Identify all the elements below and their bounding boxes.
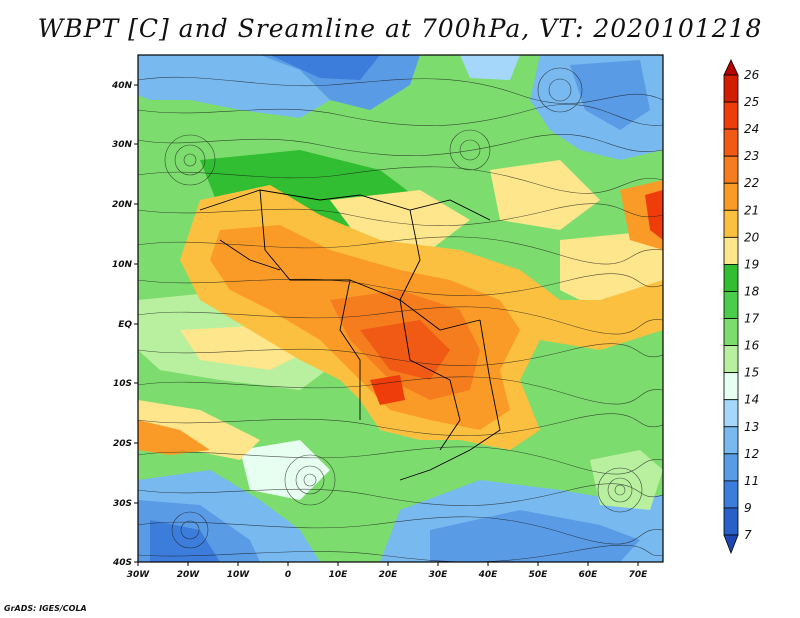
colorbar-label: 21 [744, 203, 759, 217]
lon-label: 20W [177, 570, 201, 580]
colorbar-segment [723, 264, 739, 292]
lon-label: 10E [329, 570, 349, 580]
cold-regions [138, 55, 663, 562]
colorbar-label: 9 [744, 501, 752, 515]
colorbar-label: 19 [744, 257, 759, 271]
colorbar-segment [723, 399, 739, 428]
colorbar-arrow-top [723, 59, 739, 76]
plot-frame [137, 54, 664, 563]
warm-regions [138, 180, 663, 460]
colorbar-label: 11 [744, 474, 759, 488]
lat-label: 40S [112, 558, 132, 568]
colorbar: 26 25 24 23 22 21 20 19 18 17 16 15 14 13 12 11 9 7 [723, 59, 760, 555]
colorbar-segment [723, 291, 739, 319]
colorbar-label: 24 [744, 122, 759, 136]
colorbar-label: 25 [744, 95, 759, 109]
colorbar-segment [723, 507, 739, 536]
colorbar-segment [723, 426, 739, 455]
colorbar-label: 7 [744, 528, 752, 542]
colorbar-segment [723, 155, 739, 184]
streamlines [138, 67, 663, 562]
colorbar-label: 13 [744, 420, 759, 434]
map-title: WBPT [C] and Sreamline at 700hPa, VT: 20… [37, 14, 763, 43]
colorbar-label: 14 [744, 393, 759, 407]
lat-label: 20N [112, 200, 133, 210]
lon-labels: 30W 20W 10W 0 10E 20E 30E 40E 50E 60E 70… [127, 570, 648, 580]
colorbar-label: 18 [744, 284, 760, 298]
lon-label: 30W [127, 570, 151, 580]
lon-label: 50E [529, 570, 549, 580]
colorbar-label: 17 [744, 312, 760, 326]
colorbar-label: 23 [744, 149, 759, 163]
colorbar-label: 15 [744, 366, 759, 380]
lat-labels: 40N 30N 20N 10N EQ 10S 20S 30S 40S [111, 81, 133, 568]
colorbar-segment [723, 345, 739, 374]
lon-label: 20E [379, 570, 399, 580]
credit-label: GrADS: IGES/COLA [4, 604, 87, 613]
colorbar-label: 16 [744, 339, 760, 353]
colorbar-segment [723, 209, 739, 238]
lon-label: 70E [629, 570, 649, 580]
colorbar-segment [723, 182, 739, 211]
lat-label: 20S [113, 439, 132, 449]
colorbar-segment [723, 480, 739, 509]
colorbar-segment [723, 101, 739, 130]
colorbar-label: 20 [744, 230, 760, 244]
colorbar-segment [723, 74, 739, 103]
lat-label: EQ [118, 320, 132, 330]
lat-label: 30S [113, 499, 132, 509]
colorbar-segment [723, 453, 739, 482]
colorbar-segment [723, 236, 739, 265]
colorbar-label: 12 [744, 447, 759, 461]
lat-label: 40N [111, 81, 133, 91]
lon-label: 60E [579, 570, 599, 580]
lon-label: 10W [227, 570, 251, 580]
lon-label: 30E [429, 570, 449, 580]
lat-label: 30N [112, 140, 133, 150]
colorbar-segment [723, 318, 739, 346]
lat-label: 10N [112, 260, 133, 270]
colorbar-segment [723, 372, 739, 401]
colorbar-label: 22 [744, 176, 759, 190]
map-panel [138, 55, 663, 562]
lat-label: 10S [113, 379, 132, 389]
colorbar-segment [723, 128, 739, 157]
boundaries [199, 189, 501, 481]
colorbar-label: 26 [744, 68, 760, 82]
lon-label: 0 [285, 570, 291, 580]
lon-label: 40E [478, 570, 499, 580]
colorbar-arrow-bottom [723, 534, 739, 555]
tick-marks [134, 84, 639, 566]
